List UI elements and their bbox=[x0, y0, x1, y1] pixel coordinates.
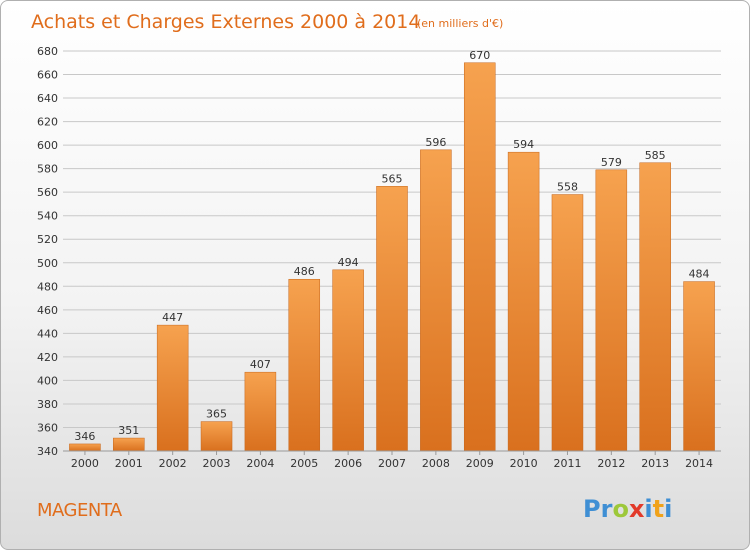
bar bbox=[69, 443, 101, 452]
bar bbox=[683, 281, 715, 452]
bar bbox=[156, 324, 189, 452]
y-tick-label: 600 bbox=[37, 139, 58, 152]
logo-letter: r bbox=[601, 495, 613, 523]
bar-value-label: 484 bbox=[689, 268, 710, 281]
bar bbox=[288, 278, 321, 452]
y-tick-label: 420 bbox=[37, 351, 58, 364]
bar-value-label: 670 bbox=[469, 49, 490, 62]
y-tick-label: 660 bbox=[37, 69, 58, 82]
y-tick-label: 400 bbox=[37, 374, 58, 387]
bar bbox=[332, 269, 364, 452]
x-tick-label: 2008 bbox=[422, 457, 450, 470]
logo-letter: t bbox=[653, 495, 664, 523]
bar-value-label: 365 bbox=[206, 408, 227, 421]
y-tick-label: 680 bbox=[37, 45, 58, 58]
logo-letter: i bbox=[644, 495, 652, 523]
bar bbox=[376, 186, 408, 452]
y-tick-label: 440 bbox=[37, 327, 58, 340]
x-tick-label: 2012 bbox=[597, 457, 625, 470]
bar bbox=[639, 162, 671, 452]
bar bbox=[507, 151, 540, 452]
bar-value-label: 585 bbox=[645, 149, 666, 162]
y-tick-label: 380 bbox=[37, 398, 58, 411]
chart-title: Achats et Charges Externes 2000 à 2014 bbox=[31, 11, 420, 33]
bar-value-label: 407 bbox=[250, 358, 271, 371]
bar-value-label: 346 bbox=[74, 430, 95, 443]
bar-value-label: 351 bbox=[118, 424, 139, 437]
bar-value-label: 596 bbox=[425, 136, 446, 149]
x-tick-label: 2005 bbox=[290, 457, 318, 470]
bar bbox=[244, 371, 277, 452]
bar bbox=[463, 62, 496, 452]
y-tick-label: 560 bbox=[37, 186, 58, 199]
bar bbox=[551, 194, 584, 452]
y-tick-label: 620 bbox=[37, 116, 58, 129]
x-tick-label: 2013 bbox=[641, 457, 669, 470]
y-tick-label: 520 bbox=[37, 233, 58, 246]
x-tick-label: 2002 bbox=[159, 457, 187, 470]
y-axis-ticks: 340 360 380 400 420 440 460 480 500 520 540 560 580 6… bbox=[37, 45, 58, 458]
proxiti-logo: Proxiti bbox=[583, 495, 672, 523]
bar bbox=[200, 421, 233, 452]
x-axis-ticks: 2000 2001 2002 2003 2004 2005 2006 2007 2008 2009… bbox=[71, 451, 713, 470]
y-tick-label: 500 bbox=[37, 257, 58, 270]
x-tick-label: 2009 bbox=[466, 457, 494, 470]
x-tick-label: 2007 bbox=[378, 457, 406, 470]
x-tick-label: 2010 bbox=[510, 457, 538, 470]
x-tick-label: 2006 bbox=[334, 457, 362, 470]
bars bbox=[69, 62, 715, 452]
bar-value-label: 565 bbox=[382, 172, 403, 185]
y-tick-label: 580 bbox=[37, 163, 58, 176]
y-tick-label: 480 bbox=[37, 280, 58, 293]
x-tick-label: 2011 bbox=[553, 457, 581, 470]
logo-letter: x bbox=[629, 495, 645, 523]
x-tick-label: 2004 bbox=[246, 457, 274, 470]
x-tick-label: 2000 bbox=[71, 457, 99, 470]
y-tick-label: 460 bbox=[37, 304, 58, 317]
bar bbox=[420, 149, 452, 452]
bar-value-label: 594 bbox=[513, 138, 534, 151]
bar-value-label: 579 bbox=[601, 156, 622, 169]
chart-subtitle: (en milliers d'€) bbox=[417, 17, 503, 30]
place-name: MAGENTA bbox=[37, 500, 123, 521]
y-tick-label: 540 bbox=[37, 210, 58, 223]
x-tick-label: 2001 bbox=[115, 457, 143, 470]
logo-letter: P bbox=[583, 495, 601, 523]
x-tick-label: 2003 bbox=[203, 457, 231, 470]
bar-value-label: 494 bbox=[338, 256, 359, 269]
logo-letter: o bbox=[612, 495, 629, 523]
y-tick-label: 360 bbox=[37, 421, 58, 434]
logo-letter: i bbox=[664, 495, 672, 523]
bar bbox=[113, 437, 145, 452]
value-labels: 346 351 447 365 407 486 494 565 596 670 594 558 579 5… bbox=[74, 49, 709, 443]
y-tick-label: 340 bbox=[37, 445, 58, 458]
x-tick-label: 2014 bbox=[685, 457, 713, 470]
bar bbox=[595, 169, 628, 452]
bar-value-label: 558 bbox=[557, 181, 578, 194]
bar-value-label: 486 bbox=[294, 265, 315, 278]
y-tick-label: 640 bbox=[37, 92, 58, 105]
bar-value-label: 447 bbox=[162, 311, 183, 324]
